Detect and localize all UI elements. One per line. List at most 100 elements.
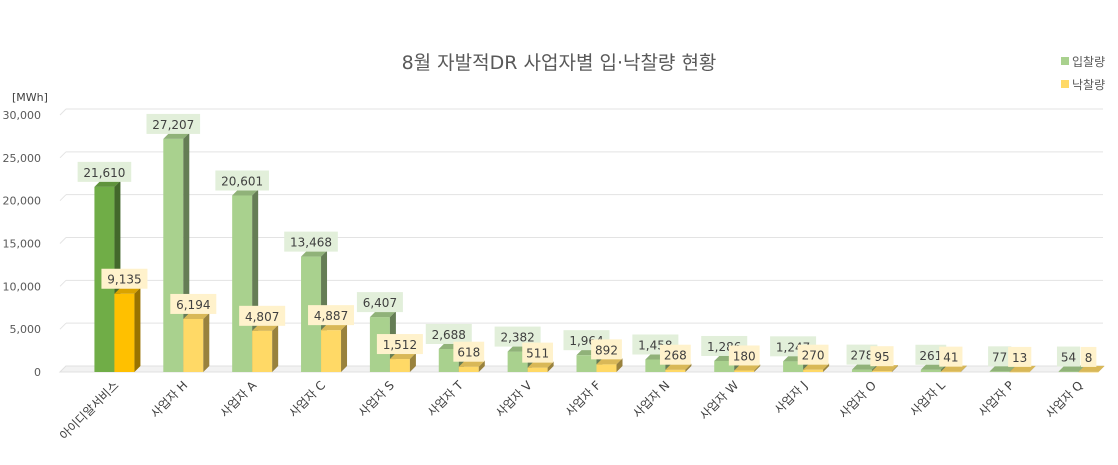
data-label: 8 [1085, 351, 1093, 365]
data-label: 618 [457, 346, 480, 360]
bar-front [920, 369, 941, 372]
y-tick-label: 20,000 [3, 195, 42, 208]
category-label: 사업자 C [286, 378, 328, 420]
bar-front [114, 293, 135, 372]
bar-front [1009, 371, 1030, 373]
gridline-depth [59, 237, 67, 244]
y-tick-label: 15,000 [3, 238, 42, 251]
bar-front [851, 369, 872, 372]
data-label: 13,468 [290, 236, 332, 250]
data-label: 4,887 [314, 309, 348, 323]
bar-award: 13 [1008, 346, 1036, 373]
data-label-bg [915, 344, 947, 365]
data-label-bg [1080, 346, 1097, 367]
legend-label: 입찰량 [1072, 55, 1105, 69]
bar-front [734, 370, 755, 372]
bar-front [803, 369, 824, 372]
chart-title: 8월 자발적DR 사업자별 입·낙찰량 현황 [402, 52, 717, 74]
data-label: 4,807 [245, 310, 279, 324]
bar-award: 511 [522, 342, 554, 372]
bar-front [665, 369, 686, 372]
bar-top [321, 324, 348, 331]
bar-side [409, 353, 416, 372]
bar-side [960, 365, 967, 372]
y-axis-ticks: 0 5,000 10,000 15,000 20,000 25,000 30,000 [3, 109, 42, 379]
bar-side [272, 324, 279, 372]
bar-top [232, 189, 259, 196]
data-label-bg [376, 334, 423, 355]
data-label-bg [659, 344, 691, 365]
gridline-depth [59, 108, 67, 116]
bar-side [1029, 365, 1036, 372]
data-label-bg [988, 346, 1012, 367]
bar-top [183, 312, 210, 319]
bar-front [596, 364, 617, 372]
data-label-bg [522, 342, 554, 363]
category-label: 사업자 H [148, 378, 190, 420]
y-tick-label: 5,000 [10, 323, 42, 336]
legend-swatch [1061, 57, 1069, 65]
category-label: 사업자 Q [1043, 378, 1086, 421]
data-label: 2,688 [432, 328, 466, 342]
bar-top [940, 365, 967, 372]
category-label: 아이디알서비스 [57, 378, 122, 443]
bar-top [94, 180, 121, 187]
data-label-bg [239, 305, 286, 326]
bar-bid: 54 [1056, 346, 1085, 373]
bar-award: 892 [591, 339, 623, 372]
bar-front [1058, 371, 1079, 373]
y-tick-label: 30,000 [3, 109, 42, 122]
data-label: 6,407 [363, 296, 397, 310]
data-label: 2,382 [500, 331, 534, 345]
y-tick-label: 0 [34, 366, 41, 379]
bar-top [734, 364, 761, 371]
bar-award: 180 [728, 345, 761, 372]
data-label-bg [453, 341, 485, 362]
bar-award: 9,135 [101, 268, 148, 372]
bar-front [232, 195, 253, 372]
bar-side [134, 287, 141, 372]
bar-award: 41 [939, 346, 967, 373]
category-label: 사업자 O [836, 378, 879, 421]
data-label-bg [77, 161, 132, 182]
data-label: 13 [1012, 351, 1027, 365]
bar-top [1009, 365, 1036, 372]
bar-award: 4,887 [308, 305, 355, 372]
data-label-bg [846, 344, 878, 365]
data-label-bg [591, 339, 622, 360]
data-label-bg [170, 293, 217, 314]
data-label: 511 [526, 347, 549, 361]
data-label-bg [308, 305, 355, 326]
data-label: 21,610 [83, 166, 125, 180]
bar-front [458, 366, 479, 372]
bar-front [527, 367, 548, 372]
bar-bid: 20,601 [215, 170, 269, 372]
data-label: 892 [595, 343, 618, 357]
bar-top [1058, 365, 1085, 372]
bar-front [871, 371, 892, 372]
data-label-bg [797, 344, 829, 365]
bar-front [321, 330, 342, 372]
data-label: 6,194 [176, 298, 210, 312]
bar-side [685, 363, 692, 372]
bar-side [1078, 365, 1085, 372]
data-label: 54 [1061, 351, 1076, 365]
legend-label: 낙찰량 [1072, 78, 1105, 92]
bar-top [301, 250, 328, 257]
bar-award: 6,194 [170, 293, 217, 372]
bar-top [527, 361, 554, 368]
data-label: 261 [919, 349, 942, 363]
bar-top [803, 363, 830, 370]
data-label-bg [1008, 346, 1032, 367]
bar-side [1009, 365, 1016, 372]
bar-side [478, 360, 485, 372]
category-label: 사업자 J [772, 378, 811, 417]
y-axis-unit: [MWh] [12, 91, 48, 104]
gridline-depth [59, 322, 67, 330]
data-label: 41 [943, 351, 958, 365]
data-label: 270 [802, 349, 825, 363]
y-tick-label: 25,000 [3, 152, 42, 165]
bar-award: 4,807 [239, 305, 286, 372]
